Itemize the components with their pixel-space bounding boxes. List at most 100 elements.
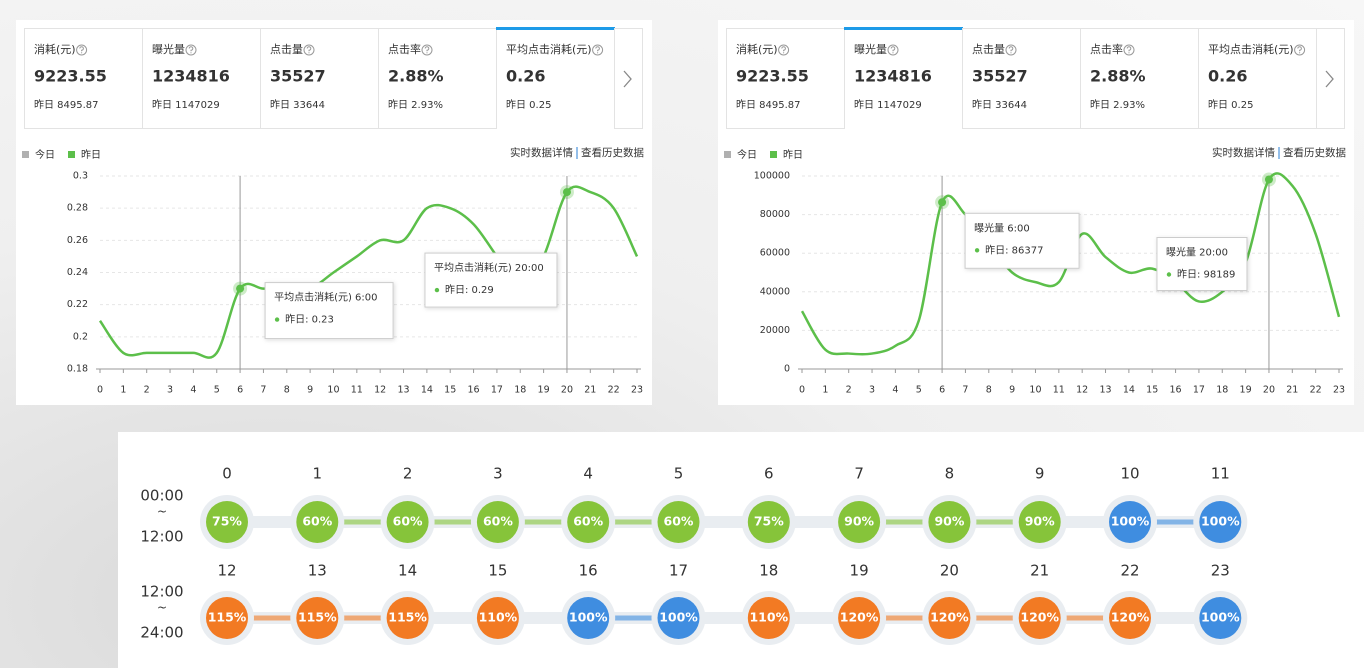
card-prev: 昨日 2.93% [1090, 99, 1145, 111]
card-prev: 昨日 1147029 [854, 99, 922, 111]
next-button[interactable] [614, 28, 643, 129]
help-icon-glyph [188, 46, 194, 52]
rate-label: 100% [1201, 610, 1240, 625]
rate-circle[interactable] [1199, 501, 1242, 543]
card-prev: 昨日 8495.87 [736, 99, 801, 111]
rate-circle[interactable] [386, 597, 429, 639]
row-time: 24:00 [140, 624, 183, 642]
rate-circle[interactable] [1018, 501, 1061, 543]
metric-card[interactable]: 点击量 35527 昨日 33644 [962, 28, 1081, 129]
card-box [1198, 28, 1317, 129]
tooltip-box [964, 212, 1080, 269]
rate-circle[interactable] [838, 501, 881, 543]
card-value: 35527 [972, 67, 1028, 86]
hover-dot [938, 198, 947, 207]
x-tick-label: 4 [892, 385, 898, 396]
legend-swatch [724, 151, 731, 158]
rate-circle[interactable] [476, 501, 519, 543]
card-label: 曝光量 [854, 42, 887, 56]
card-value: 2.88% [1090, 67, 1146, 86]
card-value: 0.26 [1208, 67, 1247, 86]
rate-label: 100% [1111, 514, 1150, 529]
rate-circle[interactable] [206, 597, 248, 639]
rate-circle[interactable] [657, 597, 700, 639]
hour-label: 17 [669, 562, 688, 580]
help-icon [76, 44, 88, 56]
rate-circle[interactable] [747, 501, 790, 543]
card-value: 9223.55 [736, 67, 809, 86]
hour-label: 11 [1211, 465, 1230, 483]
link[interactable]: 查看历史数据 [1283, 146, 1346, 159]
hour-label: 19 [850, 562, 869, 580]
row-time: 12:00 [140, 583, 183, 601]
help-icon [1294, 44, 1306, 56]
link[interactable]: 实时数据详情 [1212, 146, 1275, 159]
metric-card[interactable]: 点击率 2.88% 昨日 2.93% [378, 28, 497, 129]
tooltip: 曝光量 20:00 昨日: 98189 [1156, 236, 1248, 291]
row-time: ~ [157, 505, 167, 519]
card-label: 消耗(元) [34, 42, 76, 56]
hour-label: 1 [313, 465, 323, 483]
rate-circle[interactable] [928, 597, 971, 639]
rate-label: 120% [930, 610, 969, 625]
rate-connector [588, 519, 679, 525]
rate-label: 60% [393, 514, 423, 529]
rate-circle[interactable] [206, 501, 248, 543]
rate-label: 100% [569, 610, 608, 625]
x-tick-label: 15 [1146, 385, 1158, 396]
x-tick-label: 6 [237, 385, 243, 396]
metric-card[interactable]: 消耗(元) 9223.55 昨日 8495.87 [24, 28, 143, 129]
x-tick-label: 18 [514, 385, 526, 396]
x-tick-label: 14 [1123, 385, 1135, 396]
rate-label: 100% [1201, 514, 1240, 529]
rate-circle[interactable] [476, 597, 519, 639]
rate-circle[interactable] [1109, 597, 1151, 639]
next-button[interactable] [1316, 28, 1345, 129]
tooltip-box [424, 252, 558, 308]
rate-circle[interactable] [1199, 597, 1242, 639]
help-icon-dot [1298, 52, 1301, 54]
rate-label: 120% [1111, 610, 1150, 625]
rate-circle[interactable] [296, 597, 339, 639]
hour-label: 13 [308, 562, 327, 580]
x-tick-label: 20 [561, 385, 573, 396]
rate-circle[interactable] [928, 501, 971, 543]
x-tick-label: 19 [1240, 385, 1252, 396]
link[interactable]: 查看历史数据 [581, 146, 644, 159]
metric-card[interactable]: 点击量 35527 昨日 33644 [260, 28, 379, 129]
rate-circle[interactable] [386, 501, 429, 543]
metric-card[interactable]: 平均点击消耗(元) 0.26 昨日 0.25 [1198, 28, 1317, 129]
x-tick-label: 0 [97, 385, 103, 396]
rate-circle[interactable] [296, 501, 339, 543]
metric-card[interactable]: 消耗(元) 9223.55 昨日 8495.87 [726, 28, 845, 129]
tooltip-label: 昨日: 0.23 [285, 314, 334, 326]
x-tick-label: 16 [468, 385, 480, 396]
metric-card[interactable]: 平均点击消耗(元) 0.26 昨日 0.25 [496, 27, 615, 130]
metric-card[interactable]: 曝光量 1234816 昨日 1147029 [844, 27, 963, 130]
metric-card[interactable]: 点击率 2.88% 昨日 2.93% [1080, 28, 1199, 129]
help-icon [1005, 44, 1017, 56]
rate-circle[interactable] [567, 597, 610, 639]
help-icon-glyph [306, 46, 312, 52]
card-label: 点击量 [270, 43, 303, 56]
rate-circle[interactable] [657, 501, 700, 543]
rate-connector [407, 519, 498, 525]
tooltip-label: 昨日: 86377 [985, 244, 1043, 256]
link[interactable]: 实时数据详情 [510, 146, 573, 159]
hour-label: 10 [1120, 465, 1139, 483]
card-active-bar [496, 27, 615, 30]
x-tick-label: 3 [869, 385, 875, 396]
x-tick-label: 11 [1053, 385, 1065, 396]
x-tick-label: 12 [374, 385, 386, 396]
help-icon-glyph [1008, 46, 1014, 52]
card-prev: 昨日 2.93% [388, 99, 443, 111]
rate-circle[interactable] [1018, 597, 1061, 639]
rate-circle[interactable] [747, 597, 790, 639]
rate-circle[interactable] [1109, 501, 1151, 543]
metric-card[interactable]: 曝光量 1234816 昨日 1147029 [142, 28, 261, 129]
rate-circle[interactable] [567, 501, 610, 543]
rate-circle[interactable] [838, 597, 881, 639]
help-icon-dot [782, 52, 785, 54]
